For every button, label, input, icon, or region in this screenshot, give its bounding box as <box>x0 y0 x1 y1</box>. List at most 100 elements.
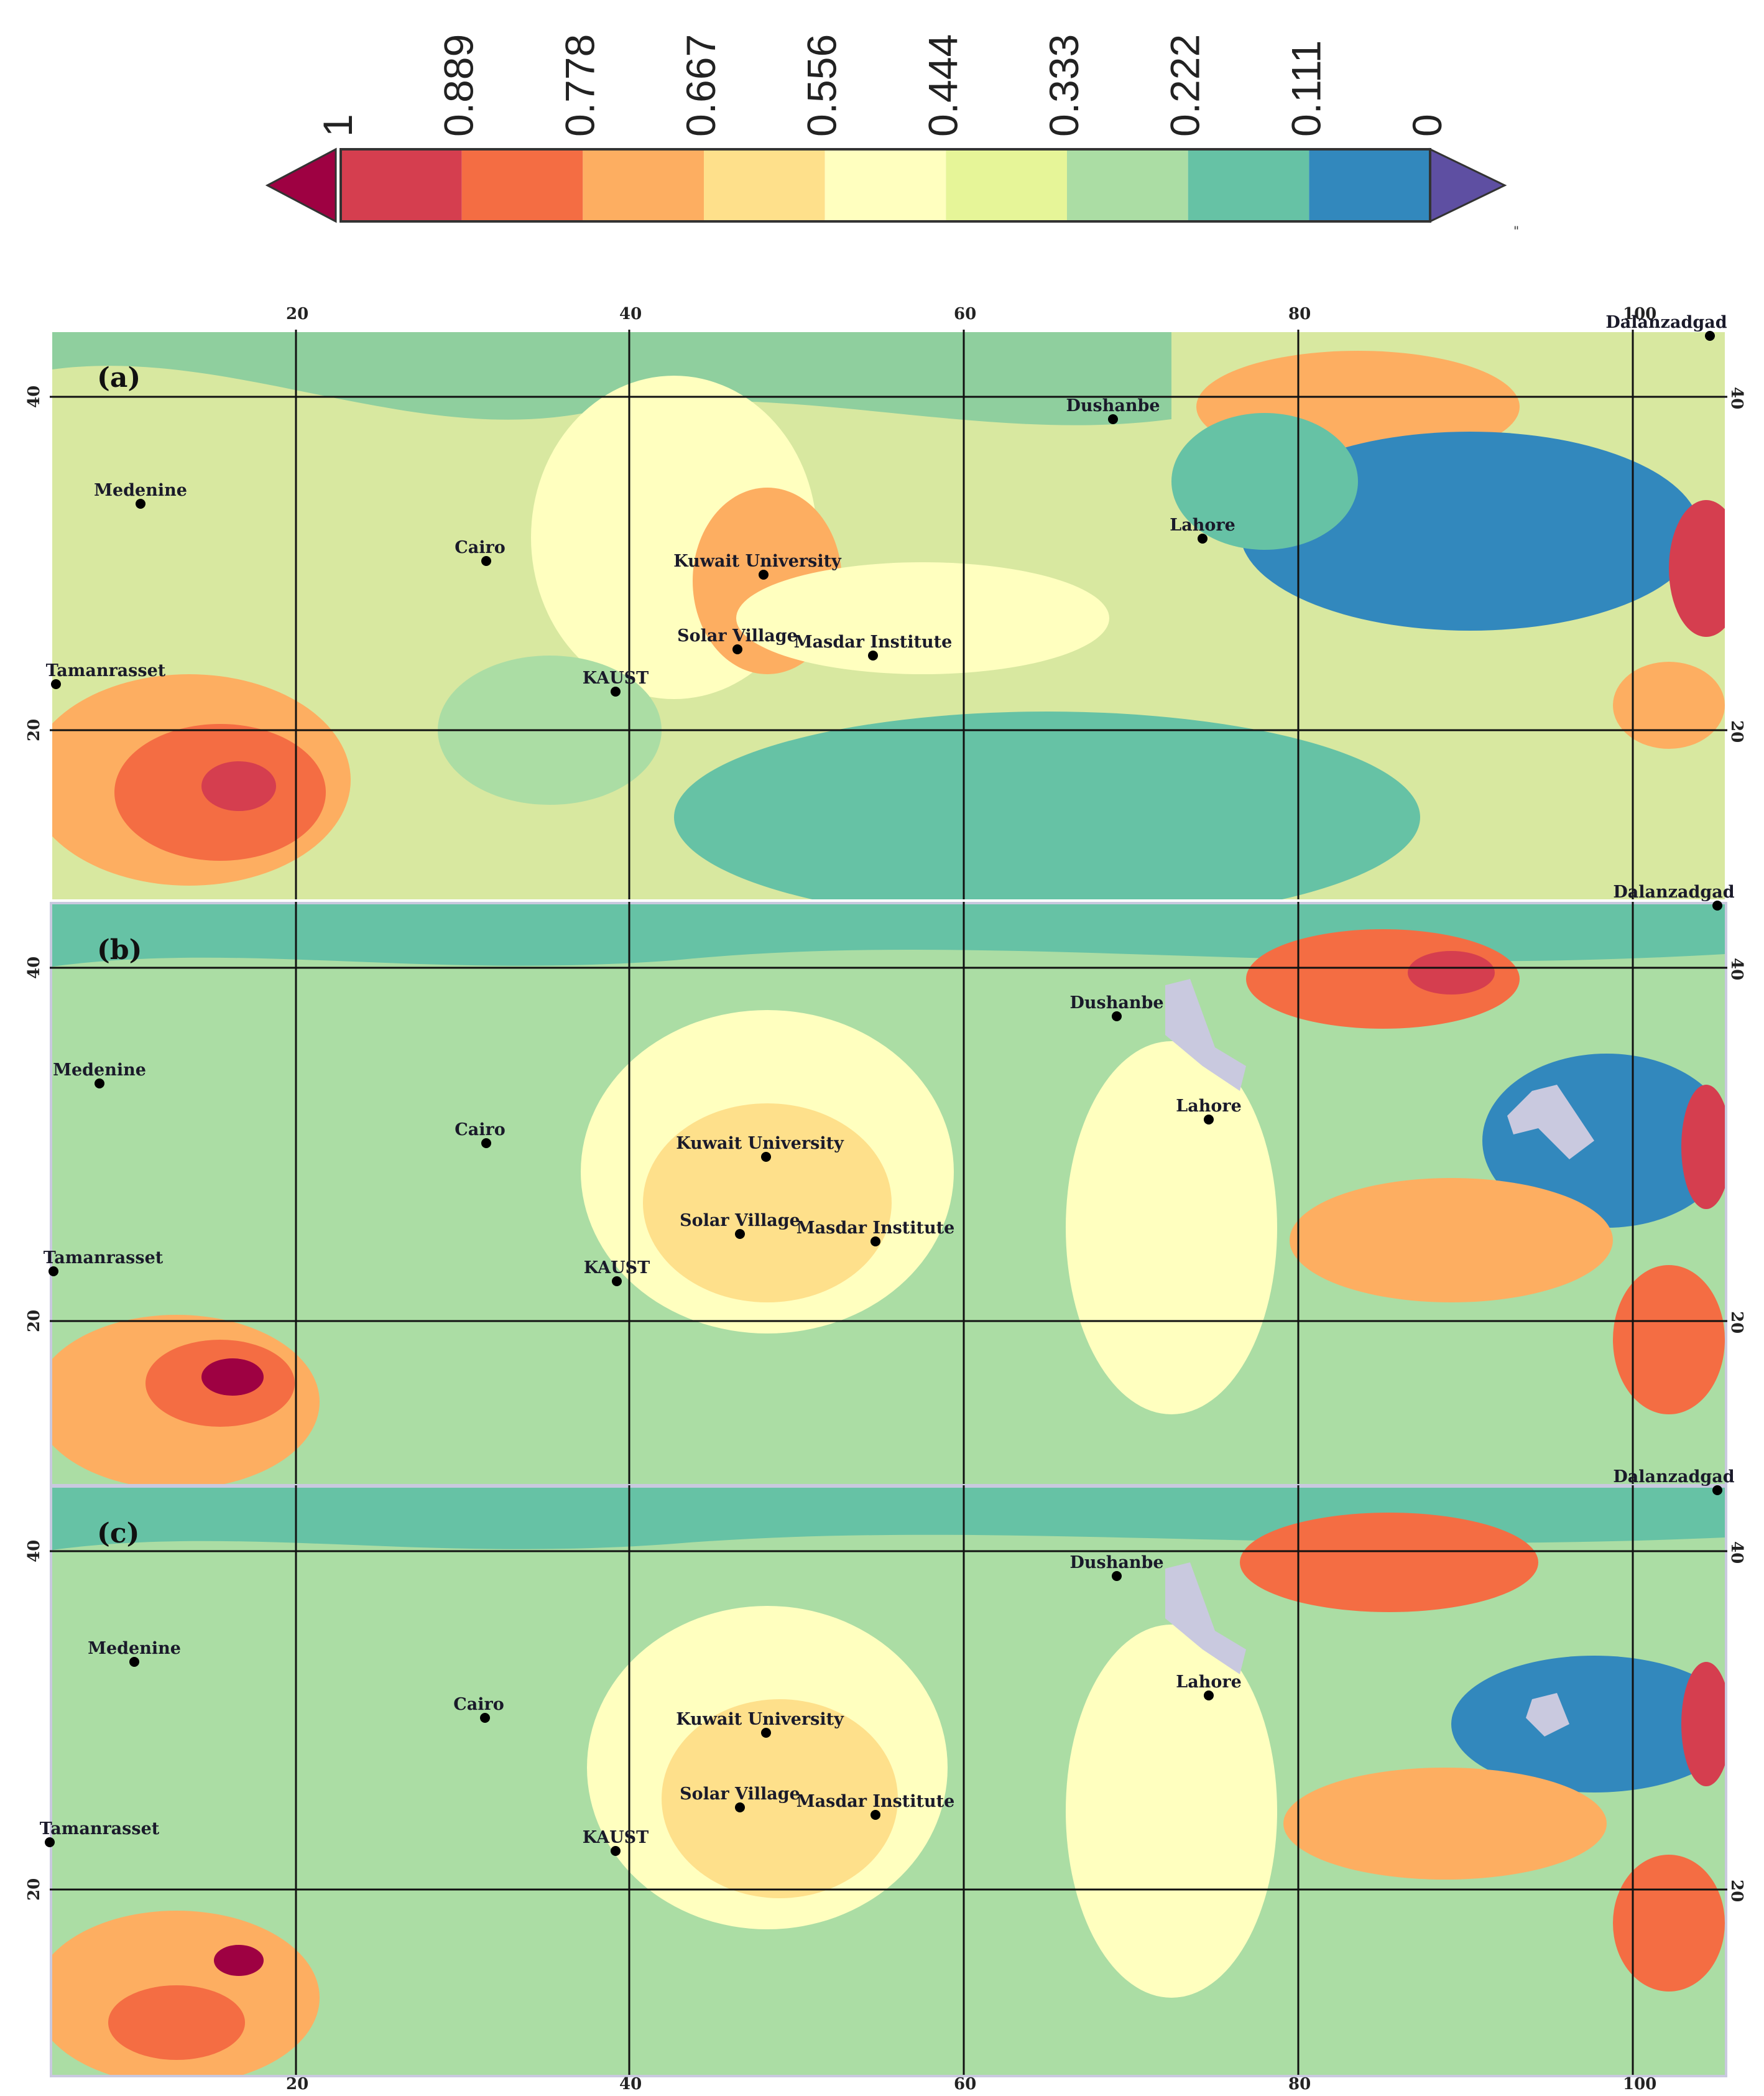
axis-tick-label: 40 <box>1727 958 1746 981</box>
axis-tick-label: 100 <box>1623 2075 1657 2094</box>
axis-tick-label: 80 <box>1288 2075 1311 2094</box>
site-dot-icon <box>51 679 61 689</box>
site-dot-icon <box>1108 414 1118 424</box>
site-label: Kuwait University <box>676 1133 844 1153</box>
site-dot-icon <box>48 1266 58 1276</box>
axis-tick-label: 60 <box>954 305 977 323</box>
colorbar-swatch <box>341 149 462 221</box>
colorbar-swatch <box>824 149 946 221</box>
panel-label: (c) <box>97 1518 140 1549</box>
axis-tick-label: 40 <box>619 2075 642 2094</box>
axis-tick-label: 20 <box>1727 1880 1746 1903</box>
site-label: KAUST <box>582 668 649 688</box>
site-dot-icon <box>870 1810 880 1820</box>
site-label: Masdar Institute <box>796 1218 955 1238</box>
site-dot-icon <box>1712 1485 1722 1495</box>
site-label: Tamanrasset <box>45 661 166 680</box>
site-dot-icon <box>1204 1115 1214 1125</box>
site-label: Cairo <box>455 1120 506 1139</box>
colorbar: 1 0.889 0.778 0.667 0.556 0.444 0.333 0.222 0.11… <box>265 34 1519 238</box>
colorbar-swatch <box>461 149 583 221</box>
map-field-c <box>52 1488 1725 2075</box>
axis-tick-label: 40 <box>1727 387 1746 410</box>
axis-tick-label: 20 <box>25 1878 44 1901</box>
site-label: Dalanzadgad <box>1605 312 1727 332</box>
colorbar-tick-label: 0.778 <box>556 34 603 137</box>
colorbar-swatch <box>946 149 1067 221</box>
site-label: KAUST <box>583 1258 650 1278</box>
colorbar-tick-label: 1 <box>315 114 361 137</box>
colorbar-over-arrow <box>265 147 337 223</box>
site-dot-icon <box>481 556 491 566</box>
panel-label: (a) <box>97 362 141 394</box>
site-dot-icon <box>95 1078 104 1088</box>
site-dot-icon <box>870 1236 880 1246</box>
site-dot-icon <box>735 1802 745 1812</box>
colorbar-tick-label: 0.667 <box>678 34 724 137</box>
site-dot-icon <box>759 570 769 580</box>
colorbar-swatch <box>1309 149 1430 221</box>
site-label: Solar Village <box>680 1784 800 1804</box>
site-dot-icon <box>868 651 878 661</box>
site-dot-icon <box>612 1276 622 1286</box>
site-dot-icon <box>481 1138 491 1148</box>
colorbar-tick-label: 0 <box>1404 114 1450 137</box>
site-label: Medenine <box>88 1638 181 1658</box>
site-label: Masdar Institute <box>793 632 953 652</box>
axis-tick-label: 80 <box>1288 305 1311 323</box>
colorbar-tick-label: 0.556 <box>799 34 845 137</box>
site-dot-icon <box>1705 331 1715 341</box>
panel-label: (b) <box>97 934 142 966</box>
site-dot-icon <box>480 1713 490 1723</box>
site-label: Dushanbe <box>1069 993 1164 1013</box>
site-label: Lahore <box>1170 515 1235 535</box>
site-label: Solar Village <box>677 626 798 646</box>
site-label: Solar Village <box>680 1210 800 1230</box>
site-label: Cairo <box>453 1694 504 1714</box>
map-panel-b: (b) <box>50 902 1727 1486</box>
site-label: Tamanrasset <box>39 1819 160 1839</box>
colorbar-under-arrow <box>1429 147 1507 223</box>
axis-tick-label: 40 <box>619 305 642 323</box>
map-field-a <box>52 332 1725 899</box>
axis-tick-label: 60 <box>954 2075 977 2094</box>
site-label: Lahore <box>1176 1672 1242 1692</box>
colorbar-tick-label: 0.444 <box>920 34 966 137</box>
site-dot-icon <box>761 1152 771 1162</box>
site-label: Lahore <box>1176 1096 1242 1116</box>
site-dot-icon <box>611 1846 621 1856</box>
site-label: Medenine <box>94 480 187 500</box>
site-label: Dalanzadgad <box>1613 1467 1735 1486</box>
colorbar-swatch <box>1188 149 1309 221</box>
site-dot-icon <box>761 1728 771 1738</box>
axis-tick-label: 100 <box>1623 305 1657 323</box>
map-panel-c: (c) <box>50 1485 1727 2077</box>
site-dot-icon <box>1204 1690 1214 1700</box>
site-label: Dushanbe <box>1066 396 1160 415</box>
site-dot-icon <box>735 1229 745 1239</box>
colorbar-tick-label: 0.222 <box>1162 34 1208 137</box>
colorbar-tick-label: 0.889 <box>436 34 482 137</box>
site-dot-icon <box>611 687 621 697</box>
site-label: Masdar Institute <box>796 1791 955 1811</box>
axis-tick-label: 20 <box>286 2075 309 2094</box>
axis-tick-label: 20 <box>25 1309 44 1332</box>
site-dot-icon <box>1712 901 1722 911</box>
colorbar-swatches <box>341 149 1430 221</box>
site-dot-icon <box>1112 1571 1122 1581</box>
site-label: Dalanzadgad <box>1613 882 1735 902</box>
site-dot-icon <box>1112 1011 1122 1021</box>
axis-tick-label: 20 <box>1727 1311 1746 1334</box>
colorbar-swatch <box>704 149 825 221</box>
colorbar-frame <box>339 148 1431 223</box>
axis-tick-label: 20 <box>1727 720 1746 743</box>
colorbar-tick-labels: 1 0.889 0.778 0.667 0.556 0.444 0.333 0.222 0.11… <box>315 34 1450 137</box>
map-field-b <box>52 904 1725 1484</box>
site-label: Kuwait University <box>673 551 841 571</box>
site-label: Kuwait University <box>676 1709 844 1729</box>
map-panel-a: (a) <box>50 330 1727 902</box>
colorbar-tick-label: 0.333 <box>1041 34 1087 137</box>
colorbar-note: " <box>1513 223 1519 238</box>
colorbar-swatch <box>1067 149 1188 221</box>
site-label: Cairo <box>455 537 506 557</box>
